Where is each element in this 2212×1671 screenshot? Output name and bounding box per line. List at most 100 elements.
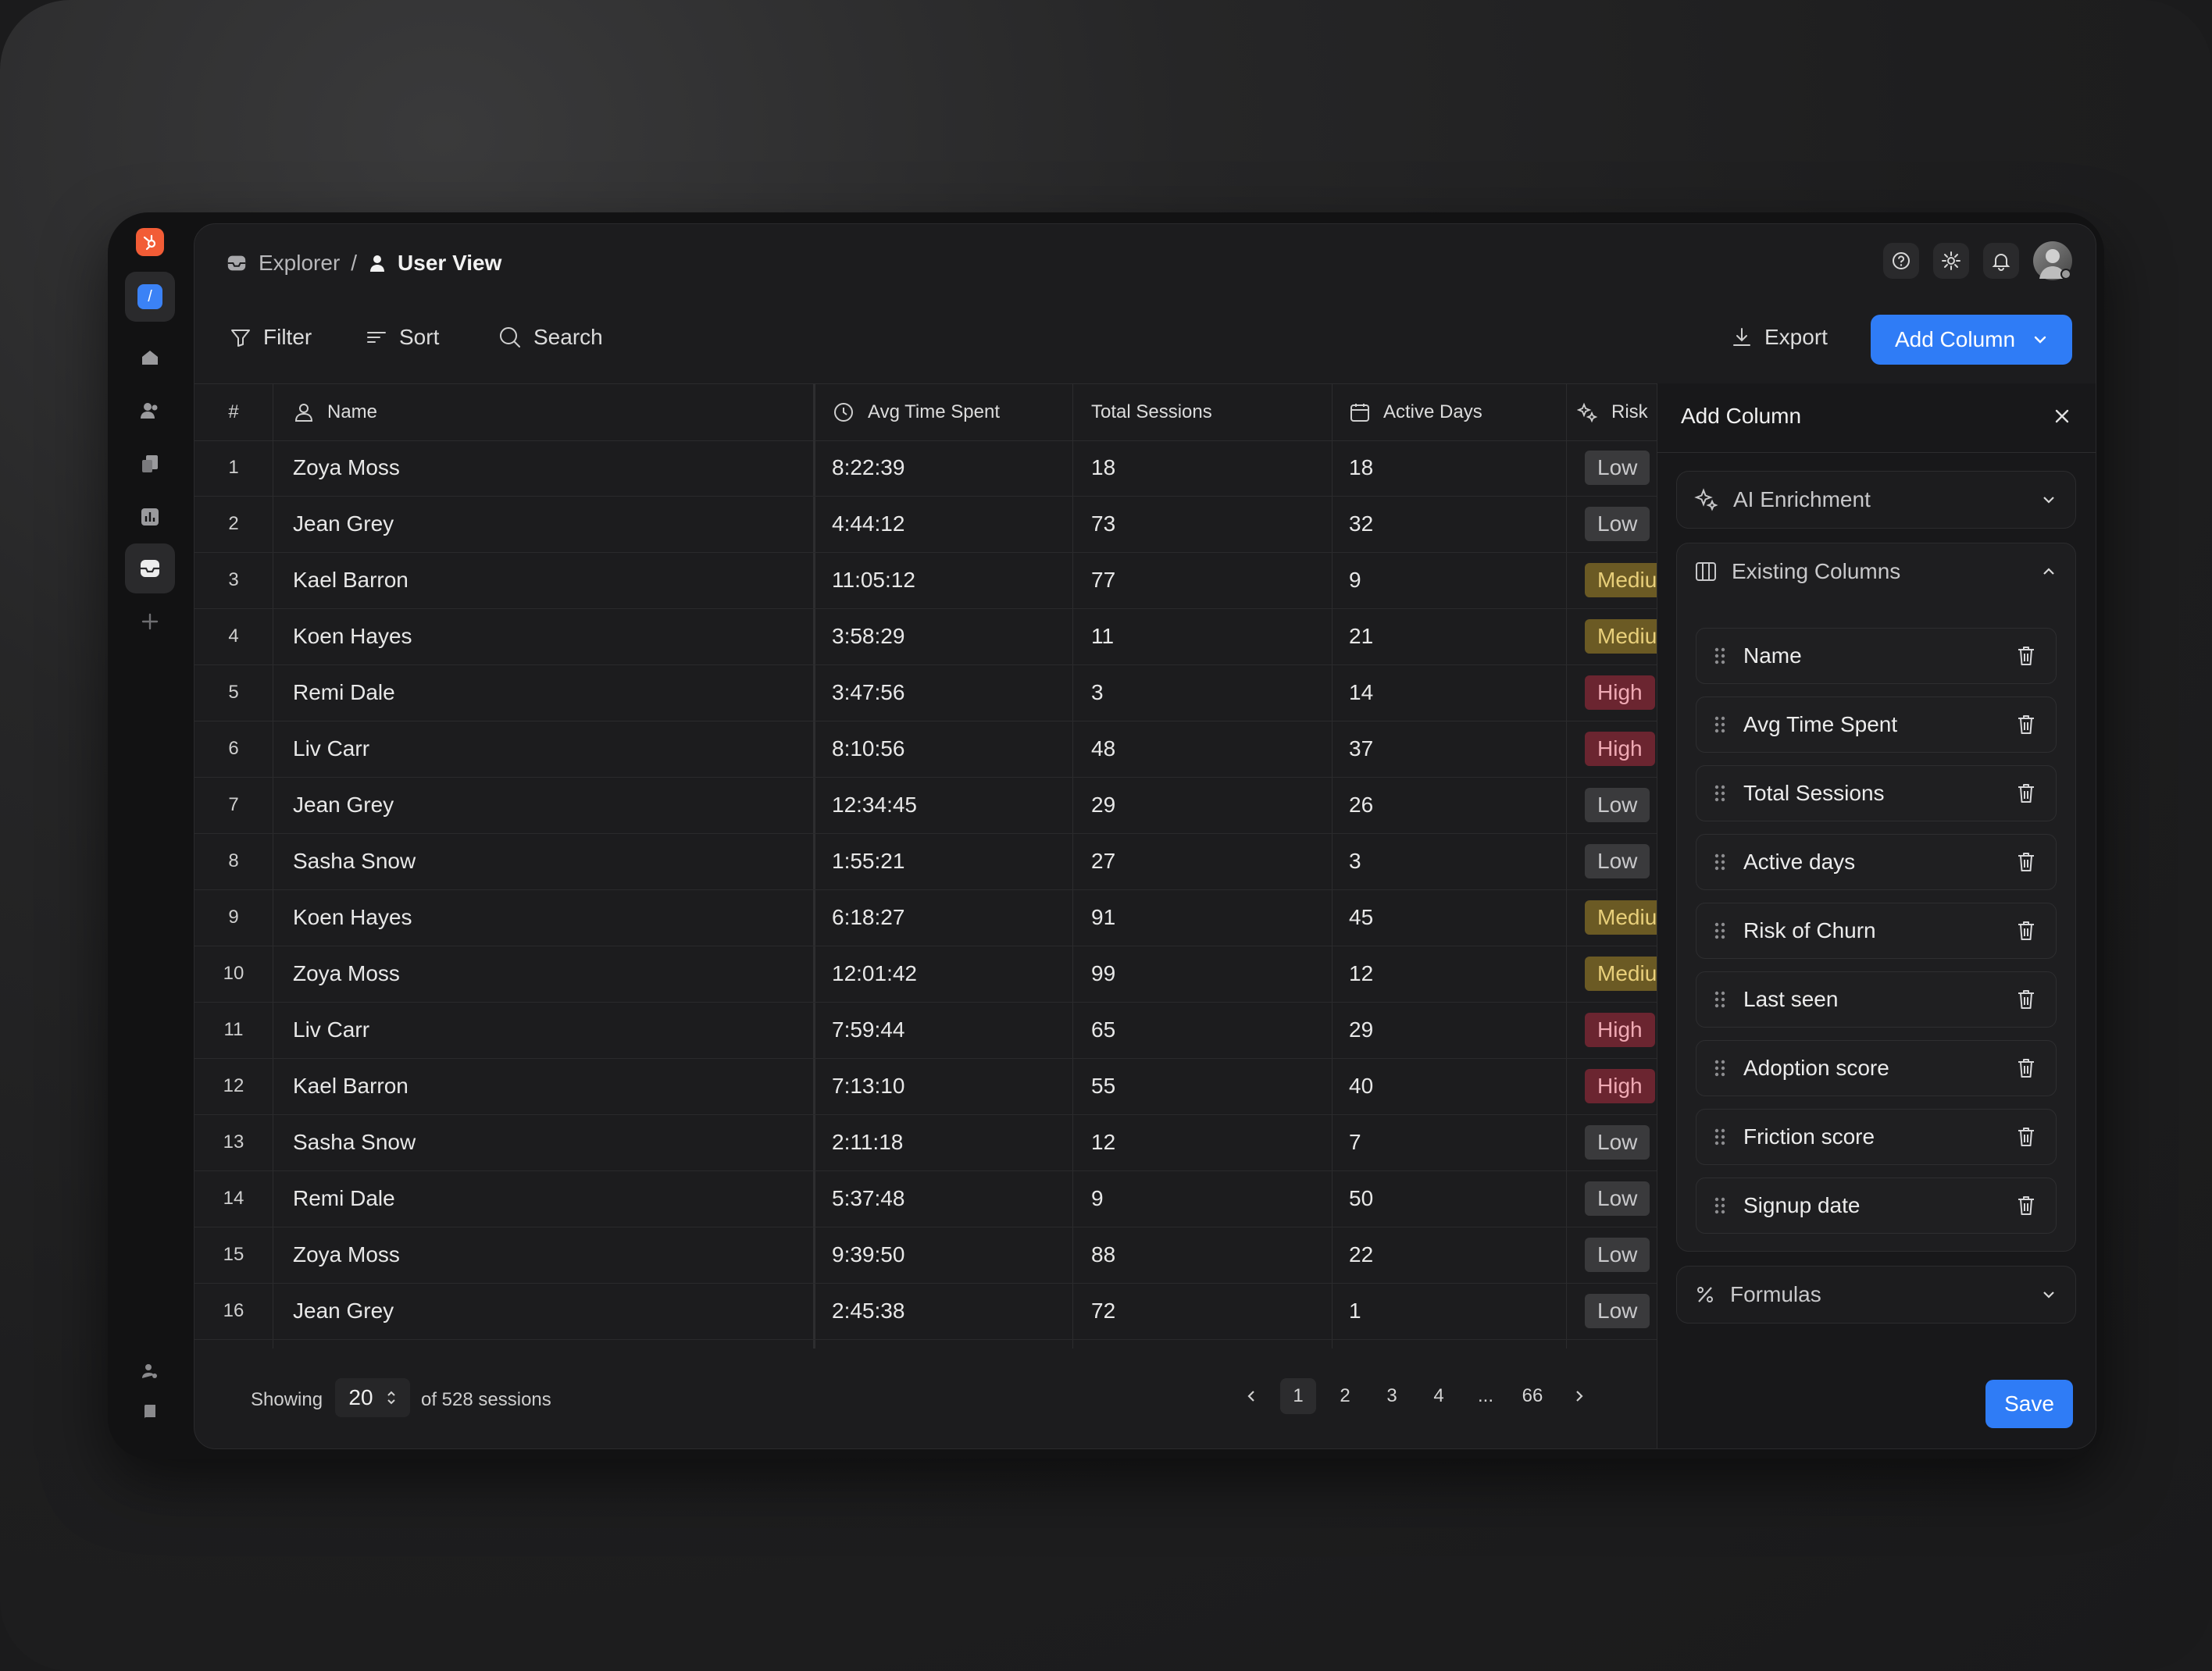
next-page-button[interactable] [1561, 1378, 1597, 1414]
trash-icon[interactable] [2015, 713, 2037, 736]
notifications-button[interactable] [1983, 243, 2019, 279]
cell-name: Kael Barron [293, 1339, 409, 1349]
table-row[interactable]: 11 Liv Carr 7:59:44 65 29 High [194, 1002, 1657, 1059]
header-avg-time[interactable]: Avg Time Spent [832, 384, 1000, 440]
settings-button[interactable] [1933, 243, 1969, 279]
cell-name: Koen Hayes [293, 905, 412, 929]
table-row[interactable]: 12 Kael Barron 7:13:10 55 40 High [194, 1058, 1657, 1115]
table-row[interactable]: 5 Remi Dale 3:47:56 3 14 High [194, 664, 1657, 721]
page-1-button[interactable]: 1 [1280, 1378, 1316, 1414]
export-button[interactable]: Export [1730, 318, 1828, 357]
header-sessions[interactable]: Total Sessions [1091, 401, 1212, 422]
trash-icon[interactable] [2015, 1194, 2037, 1217]
existing-column-item[interactable]: Signup date [1696, 1178, 2057, 1234]
drag-handle-icon[interactable] [1714, 989, 1726, 1010]
rail-quick-action[interactable]: / [125, 272, 175, 322]
rail-add[interactable] [125, 597, 175, 647]
page-4-button[interactable]: 4 [1433, 1385, 1444, 1406]
cell-avg: 12:34:45 [832, 793, 917, 817]
drag-handle-icon[interactable] [1714, 852, 1726, 872]
trash-icon[interactable] [2015, 1056, 2037, 1080]
table-row[interactable]: 4 Koen Hayes 3:58:29 11 21 Medium [194, 608, 1657, 665]
table-row[interactable]: 2 Jean Grey 4:44:12 73 32 Low [194, 496, 1657, 553]
rail-reports[interactable] [125, 492, 175, 542]
drag-handle-icon[interactable] [1714, 783, 1726, 803]
drag-handle-icon[interactable] [1714, 646, 1726, 666]
rail-docs[interactable] [131, 1393, 169, 1431]
header-risk-label: Risk [1611, 401, 1648, 422]
table-row[interactable]: 9 Koen Hayes 6:18:27 91 45 Medium [194, 889, 1657, 946]
existing-columns-header[interactable]: Existing Columns [1677, 543, 2075, 600]
sort-button[interactable]: Sort [365, 318, 439, 357]
table-row[interactable]: 16 Jean Grey 2:45:38 72 1 Low [194, 1283, 1657, 1340]
rail-home[interactable] [125, 333, 175, 383]
add-column-button[interactable]: Add Column [1871, 315, 2072, 365]
trash-icon[interactable] [2015, 850, 2037, 874]
trash-icon[interactable] [2015, 782, 2037, 805]
cell-days: 22 [1349, 1242, 1374, 1267]
existing-column-item[interactable]: Adoption score [1696, 1040, 2057, 1096]
filter-button[interactable]: Filter [229, 318, 312, 357]
ai-enrichment-section[interactable]: AI Enrichment [1676, 471, 2076, 529]
page-size-value: 20 [348, 1385, 373, 1409]
drag-handle-icon[interactable] [1714, 714, 1726, 735]
search-button[interactable]: Search [498, 318, 603, 357]
column-name: Avg Time Spent [1743, 712, 1898, 736]
table-row[interactable]: 13 Sasha Snow 2:11:18 12 7 Low [194, 1114, 1657, 1171]
help-button[interactable] [1883, 243, 1919, 279]
drag-handle-icon[interactable] [1714, 921, 1726, 941]
table-row[interactable]: 1 Zoya Moss 8:22:39 18 18 Low [194, 440, 1657, 497]
rail-explorer[interactable] [125, 543, 175, 593]
close-panel-button[interactable] [2051, 405, 2073, 427]
existing-column-item[interactable]: Friction score [1696, 1109, 2057, 1165]
table-row[interactable]: 3 Kael Barron 11:05:12 77 9 Medium [194, 552, 1657, 609]
risk-badge: Low [1585, 844, 1650, 878]
trash-icon[interactable] [2015, 1125, 2037, 1149]
existing-column-item[interactable]: Active days [1696, 834, 2057, 890]
table-row[interactable]: 10 Zoya Moss 12:01:42 99 12 Medium [194, 946, 1657, 1003]
rail-account[interactable] [131, 1352, 169, 1390]
chevron-left-icon [1247, 1391, 1254, 1402]
cell-risk: Low [1585, 1227, 1650, 1283]
column-name: Last seen [1743, 987, 1839, 1011]
rail-users[interactable] [125, 386, 175, 436]
table-row[interactable]: 6 Liv Carr 8:10:56 48 37 High [194, 721, 1657, 778]
save-button[interactable]: Save [1985, 1380, 2073, 1428]
breadcrumb-explorer[interactable]: Explorer [259, 251, 341, 275]
formulas-section[interactable]: Formulas [1676, 1266, 2076, 1324]
existing-column-item[interactable]: Total Sessions [1696, 765, 2057, 821]
brand-logo[interactable] [136, 228, 164, 256]
existing-column-item[interactable]: Risk of Churn [1696, 903, 2057, 959]
existing-column-item[interactable]: Avg Time Spent [1696, 697, 2057, 753]
page-2-button[interactable]: 2 [1340, 1385, 1350, 1406]
header-active-days[interactable]: Active Days [1349, 384, 1482, 440]
table-row[interactable]: 7 Jean Grey 12:34:45 29 26 Low [194, 777, 1657, 834]
breadcrumb-separator: / [351, 251, 358, 275]
bell-icon [1992, 254, 2010, 271]
table-row[interactable]: 14 Remi Dale 5:37:48 9 50 Low [194, 1170, 1657, 1227]
drag-handle-icon[interactable] [1714, 1195, 1726, 1216]
drag-handle-icon[interactable] [1714, 1058, 1726, 1078]
page-66-button[interactable]: 66 [1522, 1385, 1543, 1406]
add-column-panel: Add Column AI Enrichment Existing Column… [1657, 383, 2096, 1448]
cell-days: 18 [1349, 455, 1374, 479]
header-risk[interactable]: Risk [1577, 384, 1648, 440]
page-3-button[interactable]: 3 [1386, 1385, 1397, 1406]
table-row[interactable]: 15 Zoya Moss 9:39:50 88 22 Low [194, 1227, 1657, 1284]
rail-files[interactable] [125, 439, 175, 489]
drag-handle-icon[interactable] [1714, 1127, 1726, 1147]
table-row[interactable]: 17 Kael Barron 5:15:09 34 38 High [194, 1339, 1657, 1349]
prev-page-button[interactable] [1233, 1378, 1269, 1414]
page-size-select[interactable]: 20 [335, 1378, 410, 1417]
trash-icon[interactable] [2015, 919, 2037, 942]
existing-column-item[interactable]: Name [1696, 628, 2057, 684]
cell-avg: 5:15:09 [832, 1339, 904, 1349]
header-name[interactable]: Name [293, 384, 377, 440]
cell-sessions: 99 [1091, 961, 1116, 985]
table-row[interactable]: 8 Sasha Snow 1:55:21 27 3 Low [194, 833, 1657, 890]
avatar[interactable] [2033, 241, 2072, 280]
cell-num: 8 [228, 850, 239, 871]
trash-icon[interactable] [2015, 644, 2037, 668]
trash-icon[interactable] [2015, 988, 2037, 1011]
existing-column-item[interactable]: Last seen [1696, 971, 2057, 1028]
